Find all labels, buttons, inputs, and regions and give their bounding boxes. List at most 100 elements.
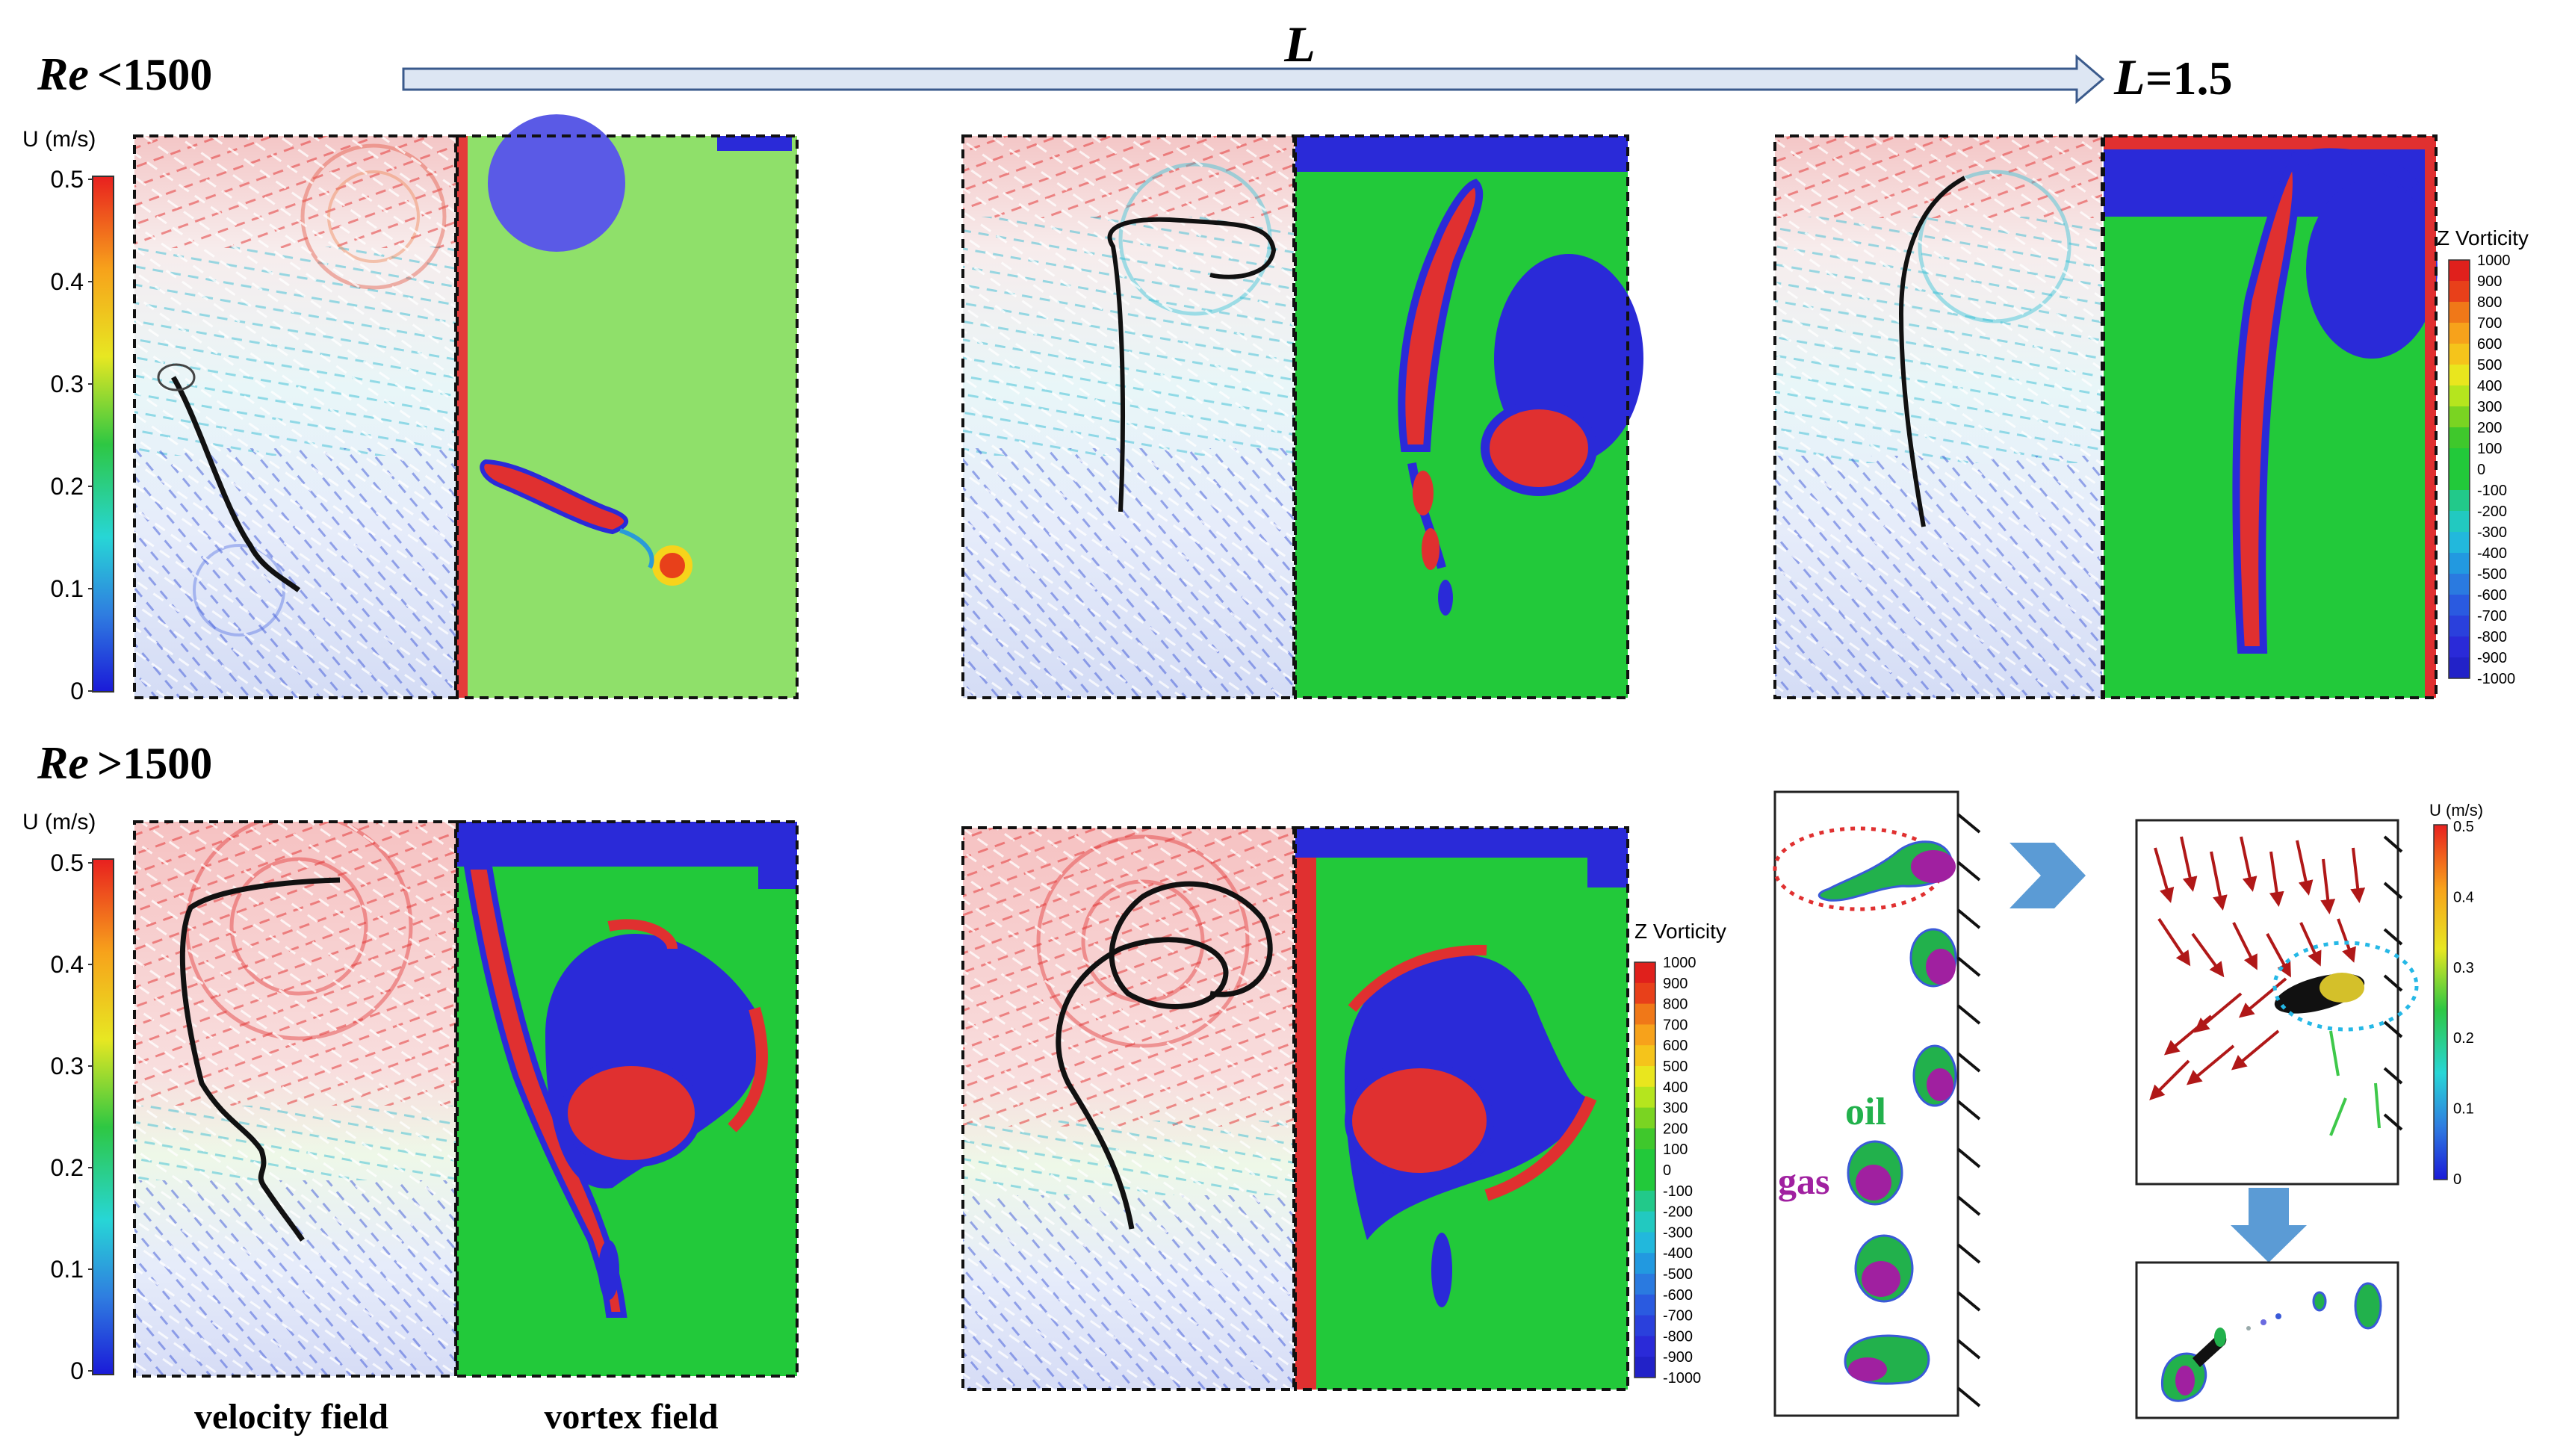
colorbar-tick-label: 300	[1663, 1100, 1688, 1117]
colorbar-step	[1634, 1003, 1655, 1025]
colorbar-tick-label: 0.4	[51, 951, 84, 978]
colorbar-step	[1634, 1315, 1655, 1336]
velocity-vector	[2269, 851, 2284, 907]
velocity-vector	[2329, 1030, 2340, 1076]
colorbar-step	[2449, 657, 2470, 679]
velocity-vector	[2193, 992, 2243, 1033]
colorbar-tick-label: 0	[70, 678, 84, 704]
colorbar-step	[2449, 595, 2470, 616]
colorbar-step	[1634, 1086, 1655, 1109]
velocity-colorbar-gradient	[92, 176, 114, 693]
colorbar-step	[1634, 962, 1655, 984]
colorbar-tick-label: -500	[2477, 566, 2507, 583]
velocity-vector	[2337, 918, 2356, 963]
panel-row2-col3-velocity	[961, 826, 1295, 1391]
panel-row1-col3-velocity	[961, 134, 1295, 699]
colorbar-tick-label: -900	[1663, 1349, 1693, 1366]
colorbar-tick-label: 0	[2477, 462, 2485, 478]
colorbar-step	[2449, 511, 2470, 533]
velocity-colorbar-gradient	[2433, 824, 2448, 1180]
colorbar-tick-label: 0	[1663, 1162, 1671, 1179]
velocity-vector	[2191, 932, 2225, 978]
colorbar-step	[2449, 532, 2470, 554]
colorbar-tick-label: -500	[1663, 1266, 1693, 1283]
colorbar-tick-label: -700	[2477, 608, 2507, 625]
velocity-colorbar-row2: U (m/s) 0.5 0.4 0.3 0.2 0.1 0	[22, 810, 114, 1384]
hatch-mark	[1956, 1339, 1981, 1360]
hatch-mark	[2383, 928, 2403, 946]
caption-velocity-field: velocity field	[194, 1397, 388, 1437]
velocity-vector	[2157, 917, 2191, 967]
colorbar-step	[1634, 1024, 1655, 1046]
vorticity-colorbar-steps	[1634, 961, 1656, 1378]
velocity-colorbar-ticks: 0.5 0.4 0.3 0.2 0.1 0	[2453, 819, 2474, 1188]
colorbar-tick-label: -600	[2477, 587, 2507, 604]
hatch-mark	[1956, 1387, 1981, 1407]
flow-arrow-right	[2009, 843, 2086, 908]
velocity-colorbar-ticks: 0.5 0.4 0.3 0.2 0.1 0	[51, 849, 93, 1384]
colorbar-step	[1634, 1274, 1655, 1295]
colorbar-tick-label: -300	[2477, 524, 2507, 541]
colorbar-tick-label: 0.3	[2453, 960, 2474, 976]
velocity-vector	[2186, 1044, 2235, 1085]
colorbar-tick-label: 1000	[1663, 955, 1696, 971]
flow-arrow-down	[2231, 1188, 2307, 1263]
colorbar-tick-label: 300	[2477, 399, 2502, 415]
colorbar-tick-label: -700	[1663, 1308, 1693, 1325]
velocity-vector	[2296, 840, 2314, 896]
colorbar-step	[2449, 448, 2470, 470]
colorbar-step	[2449, 406, 2470, 428]
hatch-mark	[2383, 974, 2403, 992]
panel-row1-col6-vortex	[2102, 134, 2438, 699]
colorbar-tick-label: 400	[2477, 378, 2502, 394]
colorbar-tick-label: -600	[1663, 1287, 1693, 1304]
length-arrow: L L =1.5	[402, 16, 2232, 105]
colorbar-step	[1634, 1357, 1655, 1378]
zoom-vector-panel	[2135, 819, 2419, 1186]
hatch-mark	[1956, 861, 1981, 882]
row2-header: Re >1500	[37, 738, 212, 789]
velocity-colorbar-gradient	[92, 858, 114, 1375]
hatch-mark	[1956, 1147, 1981, 1168]
oil-label: oil	[1845, 1091, 1886, 1133]
colorbar-step	[2449, 385, 2470, 407]
hatch-mark	[1956, 1243, 1981, 1264]
hatch-mark	[1956, 813, 1981, 834]
colorbar-tick-label: -200	[2477, 504, 2507, 520]
colorbar-tick-label: 0.2	[51, 473, 84, 500]
wall-hatching	[1956, 813, 1981, 1407]
colorbar-tick-label: -100	[1663, 1183, 1693, 1200]
panel-row2-col4-vortex	[1294, 826, 1629, 1391]
hatch-mark	[2383, 1020, 2403, 1038]
trajectory-path	[1898, 176, 1966, 527]
droplet-schematic-panel: oil gas	[1773, 790, 1981, 1417]
velocity-vector	[2210, 851, 2228, 911]
colorbar-step	[1634, 1045, 1655, 1067]
colorbar-step	[1634, 1107, 1655, 1129]
colorbar-step	[1634, 1253, 1655, 1274]
velocity-vector	[2374, 1082, 2381, 1129]
panel-row1-col4-vortex	[1294, 134, 1643, 699]
colorbar-step	[2449, 365, 2470, 386]
colorbar-tick-label: 500	[1663, 1059, 1688, 1075]
hatch-mark	[1956, 1291, 1981, 1312]
droplet-core	[2320, 973, 2364, 1003]
velocity-vector	[2329, 1097, 2347, 1136]
wall-hatching	[2383, 835, 2403, 1131]
row1-re-symbol: Re	[37, 49, 89, 100]
velocity-vector	[2232, 922, 2258, 970]
hatch-mark	[2383, 835, 2403, 853]
row1-header: Re <1500	[37, 49, 212, 100]
velocity-vectors	[2149, 836, 2381, 1136]
length-end-symbol: L	[2113, 49, 2145, 105]
trajectory-path	[179, 877, 341, 1242]
colorbar-tick-label: -900	[2477, 650, 2507, 666]
colorbar-step	[2449, 616, 2470, 637]
colorbar-step	[1634, 1336, 1655, 1357]
velocity-colorbar-title: U (m/s)	[22, 810, 96, 834]
colorbar-step	[1634, 1066, 1655, 1088]
vorticity-colorbar-ticks: 10009008007006005004003002001000-100-200…	[2477, 253, 2515, 687]
colorbar-step	[1634, 1190, 1655, 1212]
colorbar-tick-label: -300	[1663, 1224, 1693, 1241]
row2-re-condition: >1500	[97, 739, 212, 788]
